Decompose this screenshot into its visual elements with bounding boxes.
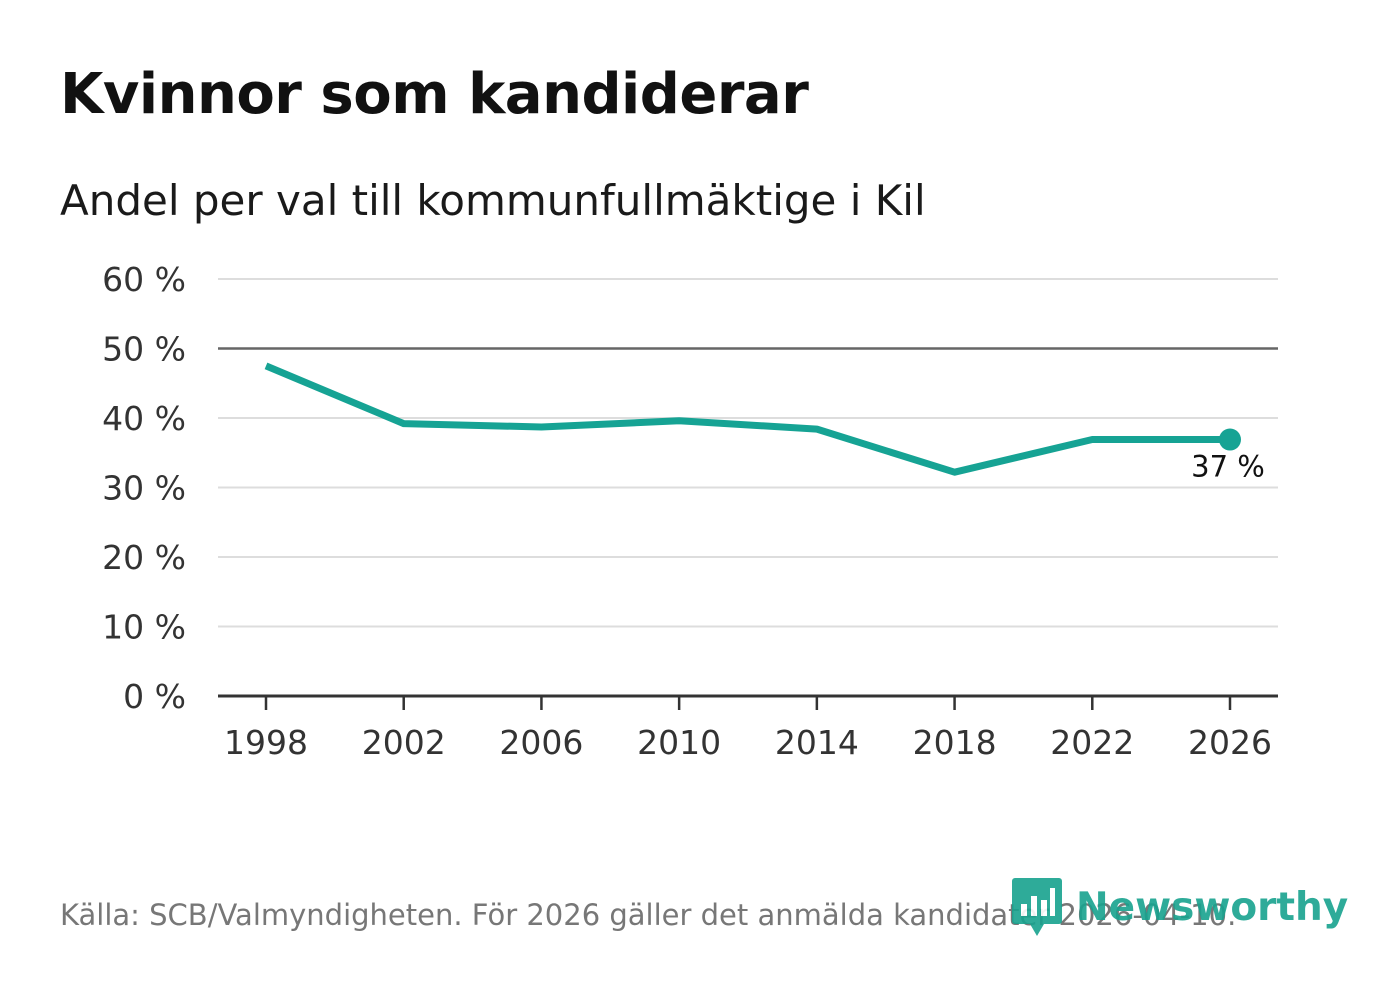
gridlines <box>218 278 1278 698</box>
x-tick-label: 2026 <box>1188 723 1272 762</box>
newsworthy-logo-icon <box>1012 878 1062 936</box>
x-tick-label: 2002 <box>362 723 446 762</box>
chart-title: Kvinnor som kandiderar <box>60 62 809 127</box>
series-line <box>264 362 1230 476</box>
newsworthy-logo-text: Newsworthy <box>1076 884 1349 930</box>
y-tick-label: 40 % <box>102 399 186 438</box>
y-tick-label: 60 % <box>102 260 186 299</box>
x-tick-label: 2018 <box>913 723 997 762</box>
x-tick-label: 1998 <box>224 723 308 762</box>
x-tick-label: 2010 <box>637 723 721 762</box>
x-tick-label: 2006 <box>499 723 583 762</box>
y-tick-label: 30 % <box>102 469 186 508</box>
y-tick-label: 50 % <box>102 330 186 369</box>
y-tick-label: 20 % <box>102 538 186 577</box>
y-tick-label: 10 % <box>102 608 186 647</box>
newsworthy-logo: Newsworthy <box>1012 878 1348 936</box>
x-tick-label: 2014 <box>775 723 859 762</box>
y-tick-label: 0 % <box>123 677 186 716</box>
end-value-label: 37 % <box>1191 450 1265 484</box>
x-axis-ticks: 1998 2002 2006 2010 2014 2018 2022 2026 <box>224 696 1272 762</box>
y-axis-ticks: 0 % 10 % 20 % 30 % 40 % 50 % 60 % <box>102 260 186 716</box>
x-tick-label: 2022 <box>1050 723 1134 762</box>
chart-subtitle: Andel per val till kommunfullmäktige i K… <box>60 176 926 225</box>
series-layer: 37 % <box>264 362 1265 484</box>
end-point-marker <box>1219 428 1241 451</box>
